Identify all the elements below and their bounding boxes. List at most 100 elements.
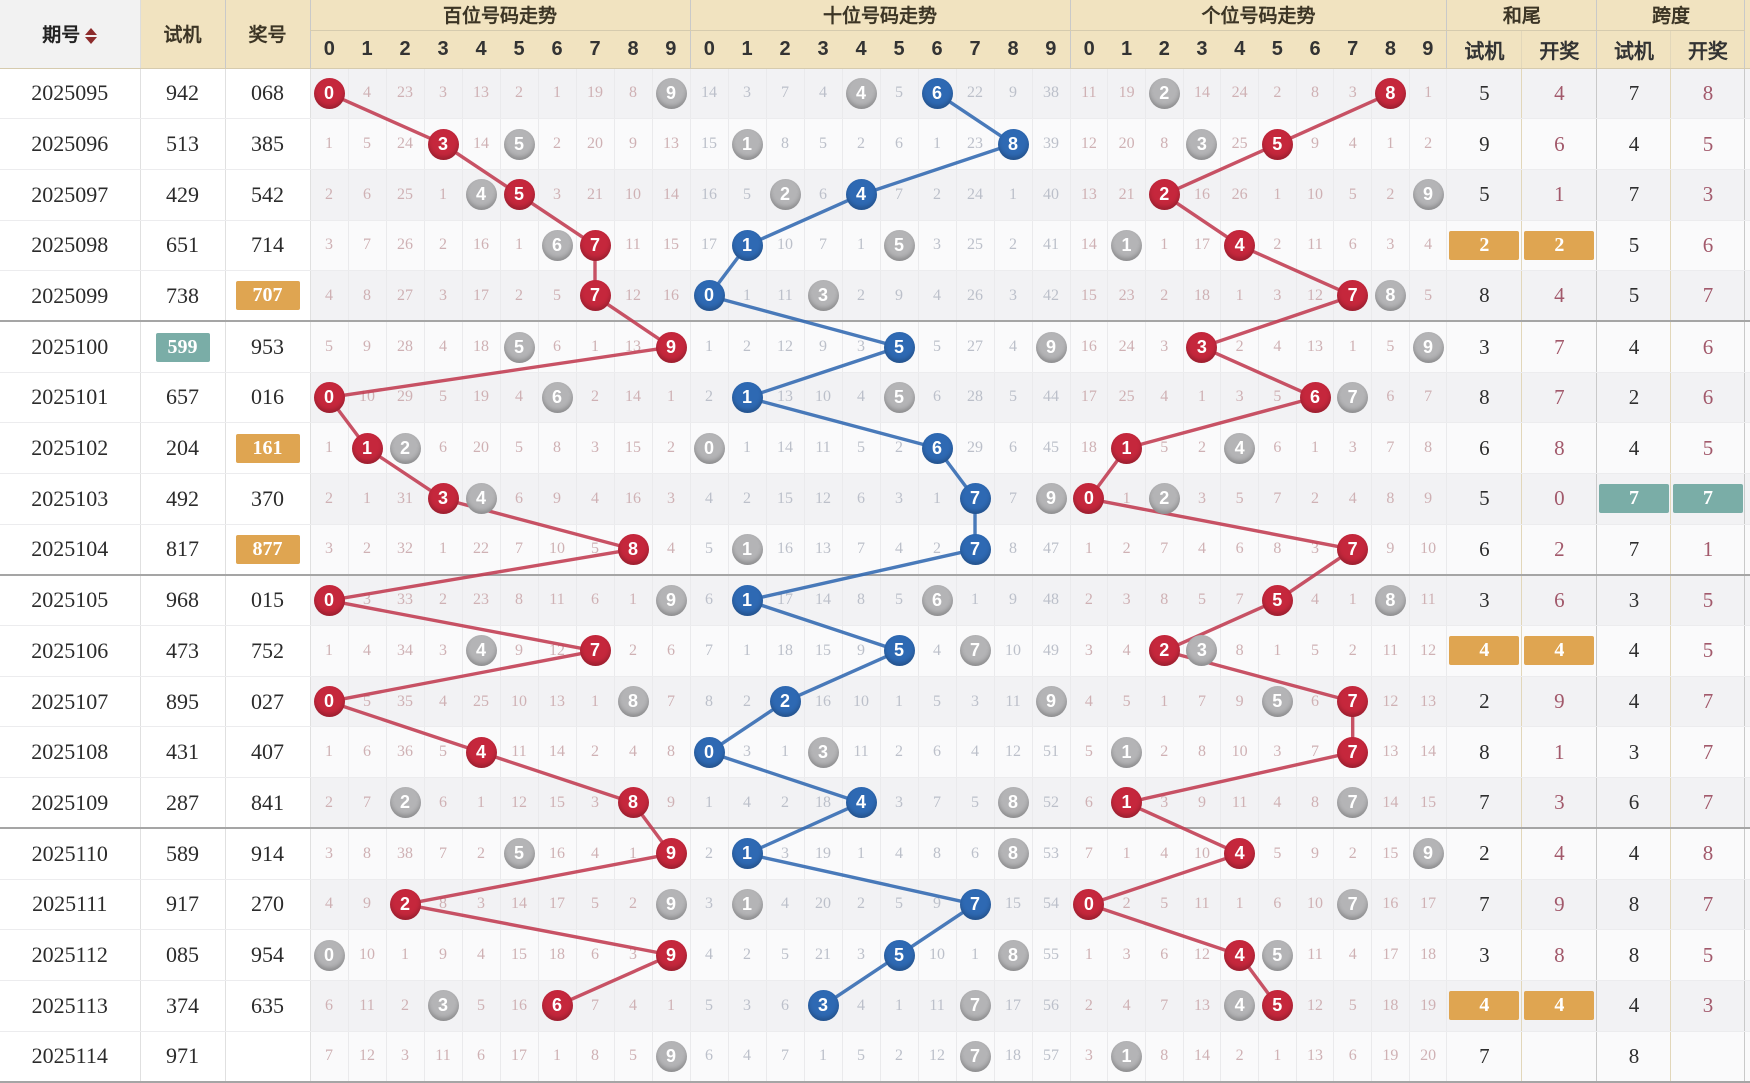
trend-cell: 7 bbox=[842, 524, 881, 576]
hewei-test-cell: 7 bbox=[1446, 1031, 1522, 1083]
miss-count: 1 bbox=[439, 540, 447, 558]
trend-cell: 2 bbox=[766, 676, 805, 728]
trend-cell: 12 bbox=[1296, 980, 1335, 1032]
trend-cell: 1 bbox=[576, 676, 615, 728]
trend-cell: 19 bbox=[462, 372, 501, 424]
trend-cell: 5 bbox=[576, 879, 615, 931]
miss-count: 57 bbox=[1043, 1047, 1060, 1065]
trend-cell: 1 bbox=[842, 220, 881, 272]
trend-cell: 11 bbox=[500, 726, 539, 779]
miss-count: 52 bbox=[1043, 793, 1060, 811]
miss-count: 5 bbox=[1424, 286, 1433, 304]
miss-count: 2 bbox=[363, 540, 371, 558]
trend-cell: 9 bbox=[1032, 321, 1071, 373]
next-section-sliver-cell bbox=[1744, 828, 1750, 880]
trend-cell: 7 bbox=[1333, 270, 1373, 323]
miss-count: 4 bbox=[933, 286, 942, 304]
test-ball: 4 bbox=[1224, 990, 1256, 1022]
test-ball: 8 bbox=[997, 838, 1029, 870]
kuadu-test-cell: 4 bbox=[1596, 321, 1671, 373]
trend-cell: 15 bbox=[1069, 270, 1109, 323]
miss-count: 3 bbox=[743, 743, 752, 761]
miss-count: 6 bbox=[1273, 439, 1282, 457]
trend-cell: 9 bbox=[348, 321, 387, 373]
trend-cell: 10 bbox=[1220, 726, 1259, 779]
miss-count: 3 bbox=[363, 591, 371, 609]
trend-cell: 17 bbox=[1069, 372, 1109, 424]
trend-cell: 4 bbox=[1183, 524, 1222, 576]
miss-count: 5 bbox=[515, 439, 523, 457]
trend-cell: 5 bbox=[1258, 929, 1297, 981]
trend-cell: 2 bbox=[689, 372, 729, 424]
sort-icon[interactable] bbox=[85, 28, 98, 45]
trend-cell: 14 bbox=[652, 169, 691, 221]
test-ball: 9 bbox=[1412, 179, 1444, 211]
miss-count: 11 bbox=[1307, 236, 1323, 254]
header-test: 试机 bbox=[139, 0, 225, 69]
table-row: 2025106 473 752 1 4 34 3 4 9 12 7 2 6 7 1 18 15 9 5 4 7 10 49 3… bbox=[0, 625, 1750, 677]
prize-ball: 8 bbox=[617, 787, 649, 819]
trend-cell: 13 bbox=[1069, 169, 1109, 221]
trend-cell: 3 bbox=[804, 980, 843, 1032]
test-number-cell: 895 bbox=[140, 676, 226, 728]
miss-count: 29 bbox=[967, 439, 984, 457]
prize-ball: 7 bbox=[959, 483, 991, 515]
trend-cell: 5 bbox=[880, 372, 919, 424]
miss-count: 10 bbox=[1231, 743, 1248, 761]
miss-count: 7 bbox=[325, 1047, 333, 1065]
next-section-sliver-cell bbox=[1744, 1031, 1750, 1083]
trend-cell: 6 bbox=[1296, 676, 1335, 728]
trend-cell: 23 bbox=[462, 574, 501, 627]
miss-count: 2 bbox=[439, 591, 447, 609]
trend-cell: 2 bbox=[1371, 169, 1410, 221]
trend-cell: 49 bbox=[1032, 625, 1071, 677]
miss-count: 4 bbox=[1348, 946, 1357, 964]
miss-count: 1 bbox=[629, 591, 637, 609]
test-number-cell: 651 bbox=[140, 220, 226, 272]
trend-cell: 11 bbox=[1371, 625, 1410, 677]
miss-count: 5 bbox=[1160, 439, 1169, 457]
trend-cell: 14 bbox=[1183, 68, 1222, 120]
trend-cell: 8 bbox=[576, 1031, 615, 1083]
miss-count: 15 bbox=[511, 946, 527, 964]
trend-cell: 15 bbox=[766, 473, 805, 525]
trend-cell: 3 bbox=[1371, 220, 1410, 272]
trend-cell: 4 bbox=[462, 473, 501, 525]
kuadu-test-cell: 4 bbox=[1596, 118, 1671, 170]
prize-number-cell: 270 bbox=[225, 879, 311, 931]
trend-cell: 5 bbox=[1258, 574, 1297, 627]
miss-count: 9 bbox=[515, 641, 523, 659]
table-row: 2025101 657 016 0 10 29 5 19 4 6 2 14 1 2 1 13 10 4 5 6 28 5 4… bbox=[0, 372, 1750, 424]
trend-cell: 5 bbox=[424, 726, 463, 779]
trend-cell: 3 bbox=[386, 1031, 425, 1083]
trend-cell: 14 bbox=[1183, 1031, 1222, 1083]
miss-count: 6 bbox=[1348, 236, 1357, 254]
trend-cell: 5 bbox=[1371, 321, 1410, 373]
trend-cell: 5 bbox=[880, 879, 919, 931]
miss-count: 14 bbox=[777, 439, 794, 457]
test-number-cell: 589 bbox=[140, 828, 226, 880]
miss-count: 22 bbox=[967, 84, 984, 102]
kuadu-test-cell: 8 bbox=[1596, 929, 1671, 981]
header-period[interactable]: 期号 bbox=[0, 0, 141, 69]
miss-count: 3 bbox=[325, 236, 333, 254]
trend-cell: 1 bbox=[500, 220, 539, 272]
prize-ball: 0 bbox=[313, 381, 345, 413]
test-ball: 4 bbox=[465, 179, 497, 211]
test-number-cell: 429 bbox=[140, 169, 226, 221]
trend-cell: 19 bbox=[1371, 1031, 1410, 1083]
trend-cell: 12 bbox=[1371, 676, 1410, 728]
trend-cell: 5 bbox=[880, 574, 919, 627]
miss-count: 48 bbox=[1043, 591, 1060, 609]
miss-count: 25 bbox=[397, 185, 413, 203]
trend-cell: 1 bbox=[1296, 422, 1335, 474]
trend-cell: 7 bbox=[1333, 879, 1373, 931]
miss-count: 1 bbox=[1235, 895, 1244, 913]
trend-cell: 5 bbox=[1296, 625, 1335, 677]
miss-count: 8 bbox=[1311, 84, 1319, 102]
trend-cell: 17 bbox=[1371, 929, 1410, 981]
trend-cell: 9 bbox=[652, 828, 691, 880]
trend-cell: 15 bbox=[538, 777, 577, 830]
trend-cell: 5 bbox=[1258, 676, 1297, 728]
miss-count: 5 bbox=[1197, 591, 1206, 609]
